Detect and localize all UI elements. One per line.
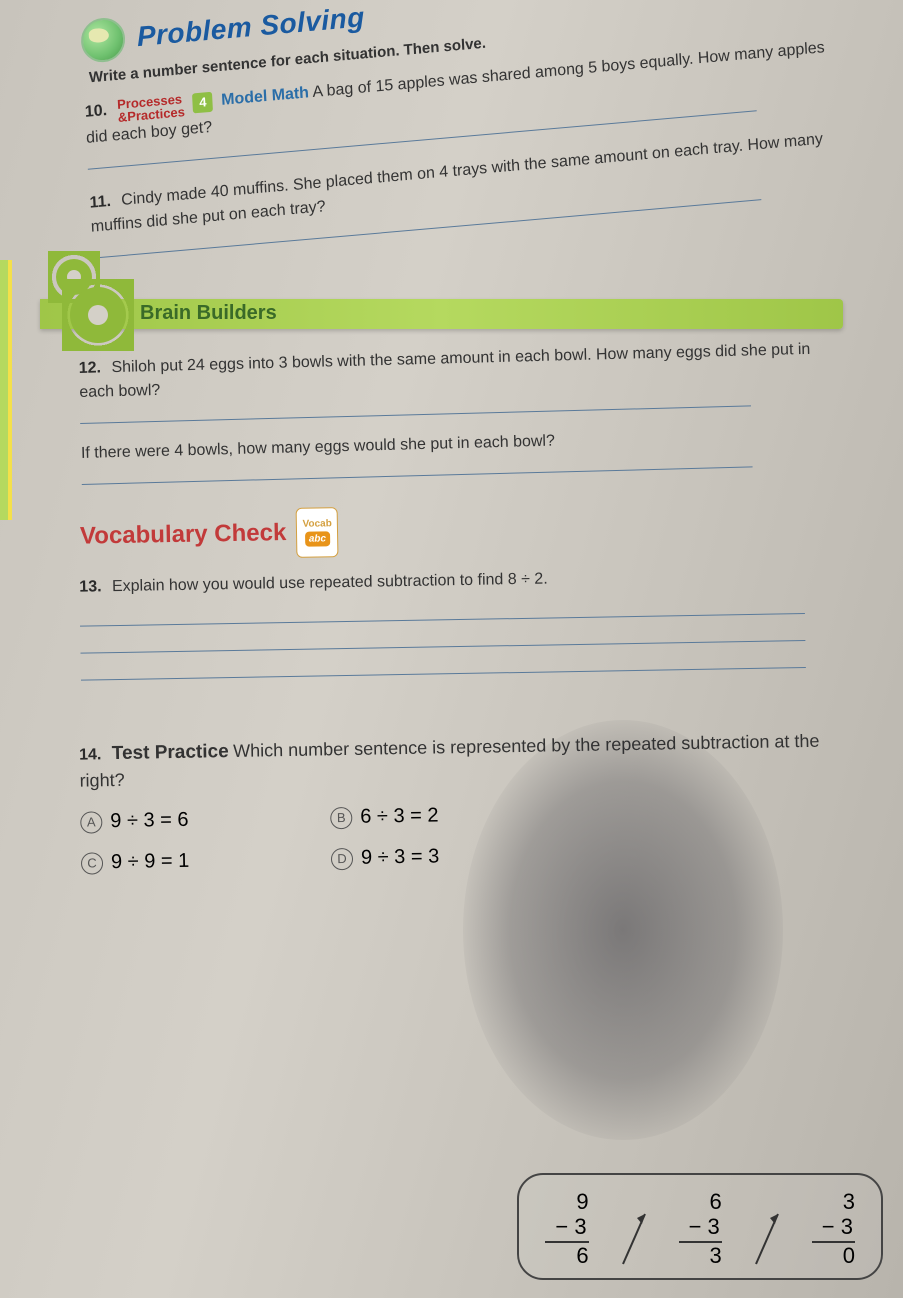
test-practice-label: Test Practice — [112, 741, 229, 764]
choice-letter: C — [81, 852, 103, 874]
q12-text-1: Shiloh put 24 eggs into 3 bowls with the… — [79, 341, 810, 401]
choice-letter: B — [330, 806, 352, 828]
choice-c[interactable]: C 9 ÷ 9 = 1 — [81, 848, 301, 875]
repeated-subtraction-box: 9 − 3 6 6 − 3 3 3 − 3 0 — [517, 1173, 883, 1280]
processes-practices-label: Processes &Practices — [117, 92, 185, 124]
vocabulary-check-header: Vocabulary Check Vocab abc — [80, 498, 844, 561]
subtraction-col-3: 3 − 3 0 — [812, 1189, 855, 1268]
choice-d[interactable]: D 9 ÷ 3 = 3 — [331, 843, 551, 870]
arrow-badge-icon: 4 — [192, 91, 213, 113]
gear-icon — [70, 287, 126, 343]
q13-number: 13. — [79, 578, 102, 595]
answer-line — [92, 199, 761, 259]
q14-number: 14. — [79, 746, 102, 763]
page-edge-green — [0, 260, 8, 520]
q10-number: 10. — [84, 102, 107, 121]
choice-letter: A — [80, 811, 102, 833]
vocabulary-check-title: Vocabulary Check — [80, 519, 287, 551]
vocab-badge-icon: Vocab abc — [296, 507, 339, 558]
choice-letter: D — [331, 847, 353, 869]
answer-line — [80, 613, 805, 627]
question-13: 13. Explain how you would use repeated s… — [79, 562, 844, 680]
brain-builders-title: Brain Builders — [140, 302, 277, 325]
arrow-icon — [619, 1208, 649, 1268]
subtraction-col-1: 9 − 3 6 — [545, 1189, 588, 1268]
answer-line — [80, 640, 805, 654]
answer-line — [82, 466, 753, 485]
page-edge-yellow — [8, 260, 12, 520]
globe-icon — [80, 16, 126, 64]
question-12: 12. Shiloh put 24 eggs into 3 bowls with… — [78, 337, 844, 485]
choice-a[interactable]: A 9 ÷ 3 = 6 — [80, 807, 300, 834]
choice-d-text: 9 ÷ 3 = 3 — [361, 845, 440, 869]
choice-c-text: 9 ÷ 9 = 1 — [111, 850, 190, 874]
choice-b-text: 6 ÷ 3 = 2 — [360, 804, 439, 828]
arrow-icon — [752, 1208, 782, 1268]
answer-line — [81, 667, 806, 681]
question-14: 14. Test Practice Which number sentence … — [79, 727, 844, 874]
q11-number: 11. — [89, 193, 111, 212]
choice-a-text: 9 ÷ 3 = 6 — [110, 809, 189, 833]
brain-builders-header: Brain Builders — [40, 299, 843, 329]
choice-b[interactable]: B 6 ÷ 3 = 2 — [330, 802, 550, 829]
page-title: Problem Solving — [136, 1, 365, 53]
q12-number: 12. — [79, 359, 102, 377]
subtraction-col-2: 6 − 3 3 — [679, 1189, 722, 1268]
q13-text: Explain how you would use repeated subtr… — [112, 570, 548, 595]
answer-choices: A 9 ÷ 3 = 6 B 6 ÷ 3 = 2 C 9 ÷ 9 = 1 D 9 … — [80, 797, 844, 874]
